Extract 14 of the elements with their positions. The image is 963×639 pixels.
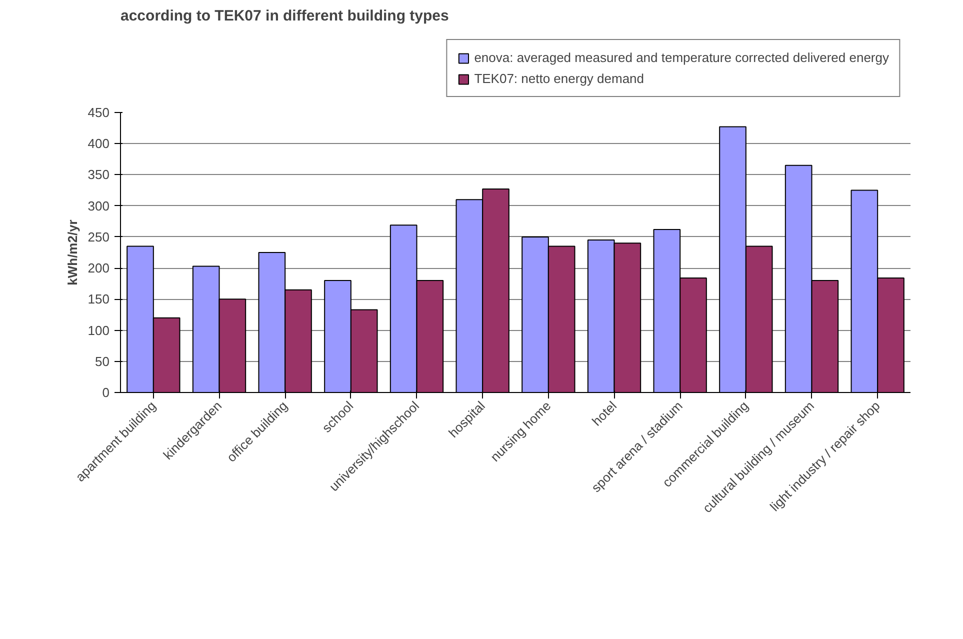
chart-title: according to TEK07 in different building types: [120, 8, 449, 24]
y-tick-label: 100: [88, 322, 110, 338]
y-tick-label: 400: [88, 136, 110, 152]
y-axis-title: kWh/m2/yr: [64, 220, 80, 286]
y-tick-label: 300: [88, 198, 110, 214]
y-tick-label: 200: [88, 260, 110, 276]
legend-label: TEK07: netto energy demand: [474, 71, 644, 86]
y-tick-label: 350: [88, 167, 110, 182]
legend-label: enova: averaged measured and temperature corrected delivered energy: [474, 50, 889, 65]
y-tick-label: 0: [102, 385, 110, 400]
y-tick-label: 150: [88, 292, 110, 307]
y-tick-label: 50: [95, 354, 110, 369]
y-tick-label: 250: [88, 229, 110, 244]
y-tick-label: 450: [88, 105, 110, 120]
